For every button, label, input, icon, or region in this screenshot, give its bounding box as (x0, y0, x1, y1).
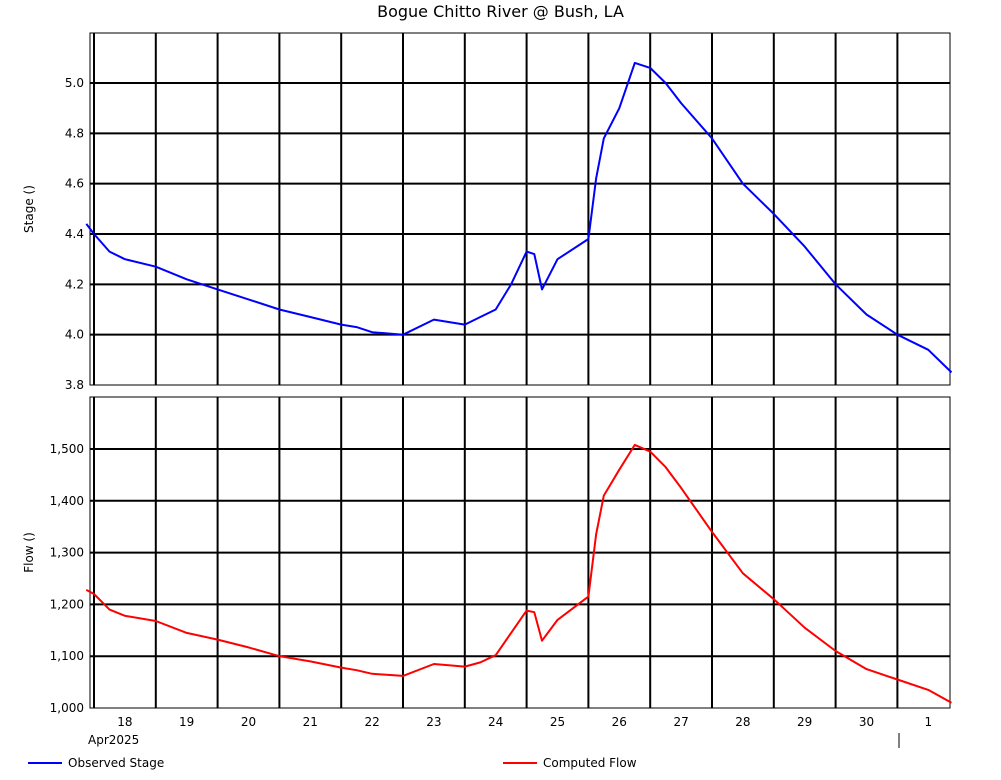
legend-label-stage: Observed Stage (68, 756, 165, 770)
y-axis-label: Stage () (22, 185, 36, 233)
x-tick-label: 25 (550, 715, 565, 729)
y-tick-label: 5.0 (65, 76, 84, 90)
x-tick-label: 29 (797, 715, 812, 729)
y-tick-label: 1,500 (50, 442, 84, 456)
y-tick-label: 4.0 (65, 328, 84, 342)
x-tick-label: 30 (859, 715, 874, 729)
legend-item-stage: Observed Stage (28, 756, 164, 770)
y-tick-label: 4.6 (65, 177, 84, 191)
x-tick-label: 1 (924, 715, 932, 729)
legend-label-flow: Computed Flow (543, 756, 637, 770)
x-tick-label: 19 (179, 715, 194, 729)
x-tick-label: 28 (735, 715, 750, 729)
x-tick-label: 23 (426, 715, 441, 729)
y-tick-label: 4.4 (65, 227, 84, 241)
x-tick-label: 18 (117, 715, 132, 729)
plot-frame (89, 32, 951, 386)
x-tick-label: 24 (488, 715, 503, 729)
x-axis-month-label: Apr2025 (88, 733, 139, 747)
series-line (85, 443, 952, 704)
y-tick-label: 1,100 (50, 649, 84, 663)
y-tick-label: 4.2 (65, 277, 84, 291)
y-tick-label: 1,000 (50, 701, 84, 715)
legend-swatch-stage (28, 762, 62, 764)
y-tick-label: 3.8 (65, 378, 84, 392)
y-axis-label: Flow () (22, 532, 36, 573)
legend-swatch-flow (503, 762, 537, 764)
x-tick-label: 22 (364, 715, 379, 729)
y-tick-label: 1,200 (50, 597, 84, 611)
y-tick-label: 4.8 (65, 126, 84, 140)
x-tick-label: 26 (612, 715, 627, 729)
series-line (85, 61, 953, 374)
y-tick-label: 1,400 (50, 494, 84, 508)
y-tick-label: 1,300 (50, 546, 84, 560)
x-tick-label: 27 (673, 715, 688, 729)
legend-item-flow: Computed Flow (503, 756, 637, 770)
x-tick-label: 20 (241, 715, 256, 729)
x-tick-label: 21 (303, 715, 318, 729)
chart-title: Bogue Chitto River @ Bush, LA (377, 2, 624, 21)
